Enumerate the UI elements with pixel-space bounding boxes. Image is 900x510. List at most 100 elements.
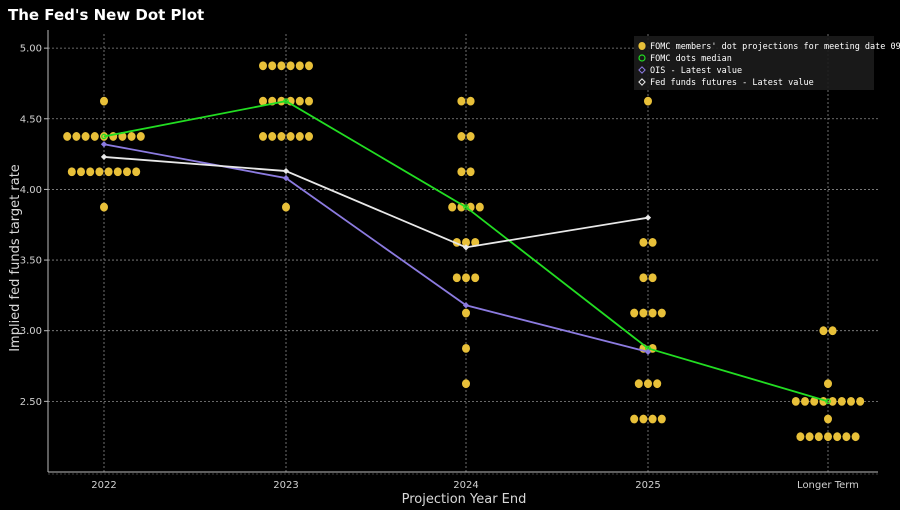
- fomc-dot: [457, 132, 466, 141]
- fomc-dot: [805, 432, 814, 442]
- series-line-0: [103, 100, 829, 403]
- fomc-dot: [462, 273, 470, 283]
- fomc-dot: [842, 432, 851, 442]
- fomc-dot: [634, 379, 643, 389]
- fomc-dot: [847, 396, 855, 406]
- fomc-dot: [132, 167, 141, 177]
- y-tick-label: 2.50: [20, 397, 42, 408]
- legend: FOMC members' dot projections for meetin…: [634, 36, 900, 90]
- fomc-dot: [295, 96, 304, 106]
- legend-label: FOMC members' dot projections for meetin…: [650, 42, 900, 52]
- legend-label: Fed funds futures - Latest value: [650, 78, 814, 88]
- legend-marker-diamond: [638, 78, 646, 86]
- fomc-dot: [136, 132, 145, 141]
- fomc-dot: [824, 432, 832, 442]
- fomc-dot: [466, 132, 475, 141]
- fomc-dot: [90, 132, 99, 141]
- fomc-dot: [475, 202, 484, 212]
- legend-marker-diamond: [638, 66, 646, 74]
- fomc-dot: [457, 96, 466, 106]
- fomc-dot: [644, 379, 652, 389]
- x-tick-label: 2024: [453, 480, 478, 491]
- fomc-dot: [295, 61, 304, 71]
- fomc-dot: [639, 238, 648, 247]
- series-point-1: [100, 141, 108, 148]
- fomc-dot: [77, 167, 85, 177]
- chart-title: The Fed's New Dot Plot: [8, 6, 205, 24]
- fomc-dot: [462, 308, 470, 318]
- fomc-dot: [457, 167, 466, 177]
- fomc-dot: [104, 167, 113, 177]
- fomc-dot: [118, 132, 127, 141]
- median-point: [463, 204, 469, 210]
- series-line-1: [103, 143, 649, 353]
- median-point: [101, 133, 107, 140]
- fomc-dot: [277, 61, 286, 71]
- fomc-dot: [305, 96, 313, 106]
- dot-projections: [63, 61, 865, 442]
- legend-marker-circle: [638, 54, 646, 62]
- legend-label: OIS - Latest value: [650, 66, 742, 76]
- series-line-2: [103, 156, 649, 249]
- fomc-dot: [796, 432, 805, 442]
- median-point: [283, 98, 289, 104]
- fomc-dot: [282, 202, 290, 212]
- fomc-dot: [630, 308, 639, 318]
- fomc-dot: [268, 61, 277, 71]
- series-lines: [100, 98, 831, 405]
- fomc-dot: [462, 343, 470, 353]
- fomc-dot: [630, 414, 639, 424]
- x-tick-label: 2025: [635, 480, 660, 491]
- x-tick-label: 2023: [273, 480, 298, 491]
- fomc-dot: [72, 132, 81, 141]
- fomc-dot: [810, 396, 819, 406]
- fomc-dot: [113, 167, 122, 177]
- fomc-dot: [639, 414, 648, 424]
- x-tick-label: Longer Term: [797, 480, 859, 491]
- y-tick-label: 3.00: [20, 326, 42, 337]
- legend-label: FOMC dots median: [650, 54, 732, 64]
- fomc-dot: [828, 396, 837, 406]
- series-point-1: [282, 175, 290, 182]
- series-point-2: [644, 214, 652, 221]
- series-point-2: [282, 167, 290, 175]
- fomc-dot: [639, 308, 648, 318]
- fomc-dot: [81, 132, 90, 141]
- fomc-dot: [448, 202, 457, 212]
- fomc-dot: [791, 396, 800, 406]
- fomc-dot: [644, 96, 652, 106]
- fomc-dot: [305, 61, 313, 71]
- fomc-dot: [851, 432, 860, 442]
- fomc-dot: [833, 432, 842, 442]
- y-tick-label: 5.00: [20, 44, 42, 55]
- fomc-dot: [828, 326, 837, 336]
- fomc-dot: [837, 396, 846, 406]
- fomc-dot: [648, 414, 657, 424]
- fomc-dot: [657, 308, 666, 318]
- fomc-dot: [648, 238, 657, 247]
- fomc-dot: [286, 132, 295, 141]
- fomc-dot: [452, 273, 461, 283]
- fomc-dot: [259, 96, 267, 106]
- fomc-dot: [824, 379, 832, 389]
- y-tick-label: 3.50: [20, 256, 42, 267]
- fomc-dot: [462, 379, 470, 389]
- fomc-dot: [819, 326, 828, 336]
- fomc-dot: [259, 132, 267, 141]
- y-axis-label: Implied fed funds target rate: [8, 164, 23, 352]
- fomc-dot: [466, 167, 475, 177]
- axis-ticks: 5.00 4.50 4.00 3.50 3.00 2.50 2022 2023 2024 2025…: [20, 44, 859, 491]
- fomc-dot: [305, 132, 313, 141]
- fomc-dot: [814, 432, 823, 442]
- fomc-dot: [462, 238, 470, 247]
- fomc-dot: [100, 96, 108, 106]
- fomc-dot: [268, 132, 277, 141]
- fomc-dot: [856, 396, 865, 406]
- fomc-dot: [648, 308, 657, 318]
- fomc-dot: [127, 132, 136, 141]
- fomc-dot: [95, 167, 104, 177]
- fomc-dot: [63, 132, 72, 141]
- y-tick-label: 4.50: [20, 114, 42, 125]
- y-tick-label: 4.00: [20, 185, 42, 196]
